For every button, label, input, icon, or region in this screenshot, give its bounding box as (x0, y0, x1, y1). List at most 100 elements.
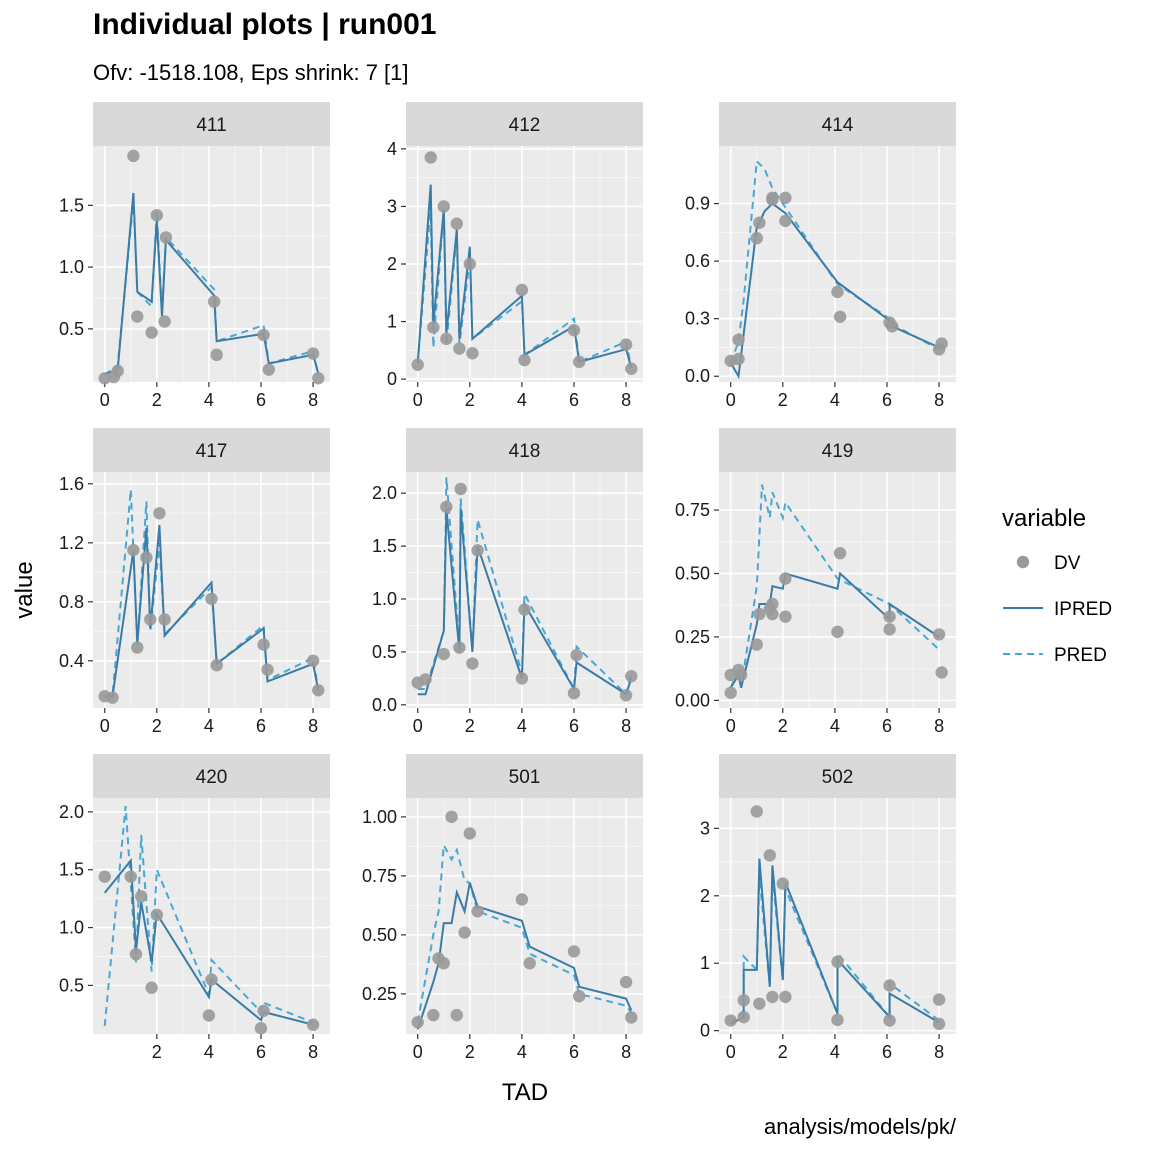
x-tick-label: 0 (413, 716, 423, 736)
dv-point (424, 151, 437, 164)
panel-417: 417 0 2 4 6 8 0.4 0.8 1.2 1.6 (59, 428, 330, 736)
y-tick-label: 2 (700, 886, 710, 906)
x-tick-label: 2 (465, 716, 475, 736)
dv-point (753, 607, 766, 621)
dv-point (779, 572, 792, 585)
dv-point (619, 975, 633, 989)
dv-point (766, 990, 779, 1004)
panel-strip-label: 420 (196, 767, 228, 788)
x-tick-label: 2 (778, 716, 788, 736)
x-tick-label: 2 (465, 1042, 475, 1062)
legend-label: PRED (1054, 645, 1107, 666)
y-tick-label: 3 (700, 818, 710, 838)
dv-point (111, 364, 124, 378)
x-tick-label: 0 (100, 716, 110, 736)
ipred-series-line (416, 882, 633, 1030)
y-tick-label: 2 (387, 254, 397, 274)
dv-point (625, 1011, 638, 1024)
dv-point (202, 1009, 216, 1022)
x-tick-label: 6 (882, 1042, 892, 1062)
panel-501: 501 0 2 4 6 8 0.25 0.50 0.75 1.00 (362, 754, 643, 1062)
dv-point (440, 332, 453, 346)
y-tick-label: 0.50 (362, 925, 397, 945)
dv-point (737, 1010, 750, 1024)
dv-point (471, 544, 484, 557)
panel-strip-label: 414 (822, 115, 854, 136)
y-tick-label: 0.0 (685, 366, 710, 386)
panel-background (719, 472, 956, 708)
dv-point (515, 893, 529, 906)
dv-point (619, 338, 633, 351)
panel-strip-label: 417 (196, 441, 228, 462)
dv-point (831, 1013, 844, 1027)
dv-point (312, 684, 325, 697)
x-tick-label: 6 (256, 716, 266, 736)
y-tick-label: 1.5 (59, 860, 84, 880)
dv-point (732, 352, 745, 366)
dv-point (763, 849, 776, 862)
dv-point (158, 315, 171, 328)
x-tick-label: 2 (152, 1042, 162, 1062)
panel-background (93, 798, 330, 1034)
x-tick-label: 2 (465, 390, 475, 410)
dv-point (450, 217, 463, 230)
x-tick-label: 8 (621, 1042, 631, 1062)
dv-point (306, 1018, 320, 1031)
x-tick-label: 8 (621, 716, 631, 736)
dv-point (572, 990, 586, 1003)
dv-point (883, 1014, 896, 1027)
dv-point (883, 623, 896, 636)
x-tick-label: 6 (256, 1042, 266, 1062)
panel-strip (719, 428, 956, 472)
x-tick-label: 0 (413, 390, 423, 410)
x-tick-label: 4 (204, 1042, 214, 1062)
panel-411: 411 0 2 4 6 8 0.5 1.0 1.5 (59, 102, 330, 410)
dv-point (737, 994, 750, 1007)
panel-412: 412 0 2 4 6 8 0 1 2 3 4 (387, 102, 643, 410)
legend-key-point (1016, 555, 1030, 569)
x-axis-title: TAD (502, 1079, 548, 1106)
dv-point (883, 610, 896, 623)
x-tick-label: 4 (204, 390, 214, 410)
legend-label: IPRED (1054, 599, 1112, 620)
dv-point (134, 890, 148, 903)
panel-419: 419 0 2 4 6 8 0.00 0.25 0.50 0.75 (675, 428, 956, 736)
x-tick-label: 8 (934, 390, 944, 410)
dv-point (153, 507, 166, 520)
dv-point (753, 997, 766, 1010)
ipred-series-line (729, 202, 943, 380)
dv-point (127, 543, 140, 557)
dv-point (518, 353, 531, 367)
y-tick-label: 1 (700, 953, 710, 973)
panel-strip (406, 102, 643, 146)
panel-strip-label: 502 (822, 767, 854, 788)
x-tick-label: 0 (100, 390, 110, 410)
x-tick-label: 2 (778, 390, 788, 410)
dv-point (831, 955, 844, 969)
dv-point (625, 670, 638, 683)
y-tick-label: 0.5 (372, 642, 397, 662)
dv-point (570, 648, 583, 662)
dv-point (453, 641, 466, 654)
dv-point (572, 355, 586, 369)
dv-point (450, 1008, 463, 1022)
dv-point (454, 482, 467, 496)
legend: variable DV IPRED PRED (1002, 505, 1112, 666)
y-tick-label: 2.0 (372, 483, 397, 503)
dv-point (734, 668, 748, 682)
y-tick-label: 0.6 (685, 251, 710, 271)
legend-item-ipred: IPRED (1003, 599, 1112, 620)
x-tick-label: 4 (517, 390, 527, 410)
dv-point (518, 603, 531, 616)
x-tick-label: 0 (726, 716, 736, 736)
ipred-series-line (416, 184, 633, 368)
panel-strip-label: 411 (196, 115, 226, 136)
dv-point (131, 310, 144, 323)
y-tick-label: 1.00 (362, 807, 397, 827)
y-tick-label: 0.5 (59, 319, 84, 339)
panel-418: 418 0 2 4 6 8 0.0 0.5 1.0 1.5 2.0 (372, 428, 643, 736)
dv-point (145, 326, 158, 339)
y-tick-label: 1.0 (59, 918, 84, 938)
dv-point (411, 358, 424, 371)
dv-point (205, 592, 218, 606)
